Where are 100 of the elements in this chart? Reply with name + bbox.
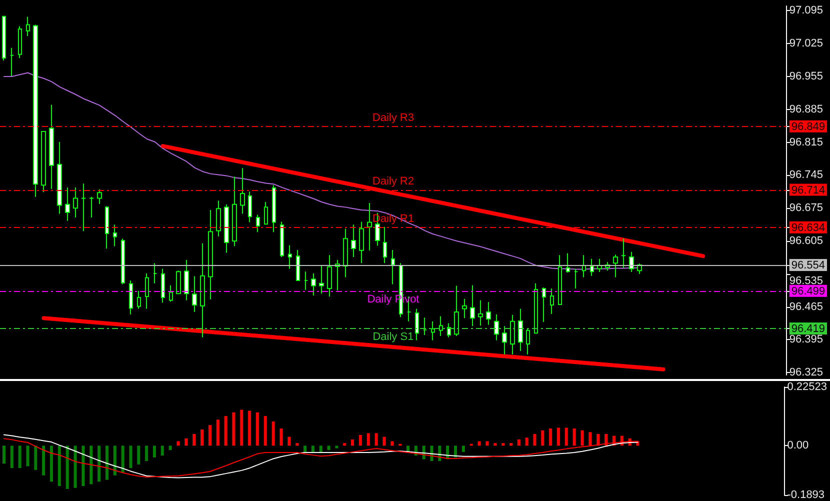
- candlestick: [18, 26, 22, 59]
- y-tick-label: 0.22523: [787, 381, 828, 393]
- y-tick-label: 96.955: [789, 70, 824, 83]
- bar: [454, 446, 457, 458]
- candlestick: [256, 214, 260, 233]
- bar: [311, 446, 314, 452]
- candlestick: [391, 249, 395, 285]
- y-tick-label: 96.395: [789, 334, 824, 346]
- bar: [327, 446, 330, 450]
- y-tick-label: 96.535: [789, 274, 824, 287]
- candlestick: [105, 206, 109, 250]
- candlestick: [264, 202, 268, 225]
- candlestick: [176, 270, 181, 294]
- bar: [2, 446, 6, 464]
- candlestick: [526, 327, 530, 355]
- candlestick: [240, 168, 245, 214]
- bar: [200, 430, 204, 446]
- bar: [129, 446, 132, 468]
- candlestick: [629, 251, 634, 273]
- y-tick-label: 96.714: [791, 184, 826, 196]
- candlestick: [145, 272, 149, 310]
- candlestick: [574, 268, 578, 290]
- candlestick: [558, 254, 562, 305]
- bar: [98, 446, 101, 482]
- bar: [264, 416, 267, 446]
- y-tick-label: 96.815: [789, 136, 824, 148]
- candlestick: [49, 104, 54, 190]
- bar: [240, 410, 244, 446]
- candlestick: [431, 320, 435, 341]
- bar: [34, 446, 38, 470]
- candlestick: [65, 186, 70, 222]
- candlestick: [359, 221, 364, 264]
- bar: [486, 441, 489, 446]
- bar: [494, 443, 497, 446]
- bar: [50, 446, 53, 482]
- bar: [66, 446, 69, 489]
- candlestick: [494, 314, 499, 341]
- candlestick: [33, 24, 38, 198]
- candlestick: [41, 131, 46, 193]
- bar: [184, 438, 188, 446]
- bar: [224, 416, 228, 446]
- bar: [502, 443, 505, 446]
- bar: [256, 412, 259, 446]
- candlestick: [590, 258, 594, 276]
- bar: [10, 446, 14, 468]
- candlestick: [184, 259, 189, 301]
- bar: [382, 436, 386, 446]
- bar: [351, 439, 354, 446]
- bar: [160, 446, 164, 456]
- bar: [556, 428, 560, 446]
- bar: [549, 428, 552, 446]
- y-tick-label: 96.419: [791, 322, 826, 335]
- candlestick: [454, 285, 459, 336]
- candlestick: [97, 188, 102, 204]
- y-tick-label: 96.634: [791, 222, 826, 234]
- candlestick: [137, 290, 141, 310]
- candlestick: [216, 200, 221, 237]
- candlestick: [351, 224, 356, 258]
- bar: [82, 446, 85, 486]
- candlestick: [550, 288, 554, 314]
- candlestick: [470, 284, 475, 327]
- bar: [390, 441, 394, 446]
- candlestick: [367, 202, 372, 251]
- candlestick: [232, 176, 237, 247]
- candlestick: [26, 16, 30, 37]
- bar: [509, 443, 512, 446]
- candlestick: [224, 204, 229, 254]
- y-tick-label: -0.1893: [787, 489, 825, 501]
- bar: [478, 441, 481, 446]
- y-tick-label: 97.095: [789, 4, 824, 17]
- candlestick: [597, 258, 602, 273]
- bar: [248, 410, 252, 446]
- bar: [343, 443, 346, 446]
- bar: [168, 446, 172, 450]
- bar: [90, 446, 93, 484]
- candlestick: [478, 300, 483, 326]
- candlestick: [200, 242, 205, 338]
- candlestick: [335, 259, 340, 291]
- bar: [374, 433, 378, 446]
- bar: [319, 446, 322, 452]
- candlestick: [462, 298, 467, 319]
- candlestick: [192, 276, 197, 313]
- bar: [58, 446, 61, 486]
- candlestick: [621, 238, 626, 268]
- candlestick: [10, 47, 14, 77]
- bar: [303, 446, 306, 452]
- candlestick: [248, 191, 252, 223]
- candlestick: [486, 302, 491, 326]
- y-tick-label: 96.675: [789, 202, 824, 214]
- y-tick-label: 96.465: [789, 300, 824, 313]
- bar: [564, 428, 568, 446]
- y-tick-label: 96.849: [791, 120, 826, 133]
- bar: [137, 446, 140, 464]
- bar: [358, 435, 362, 446]
- bar: [152, 446, 156, 458]
- bar: [74, 446, 77, 488]
- candlestick: [510, 314, 515, 355]
- y-tick-label: 96.325: [789, 366, 824, 379]
- bar: [42, 446, 46, 476]
- bar: [272, 421, 275, 446]
